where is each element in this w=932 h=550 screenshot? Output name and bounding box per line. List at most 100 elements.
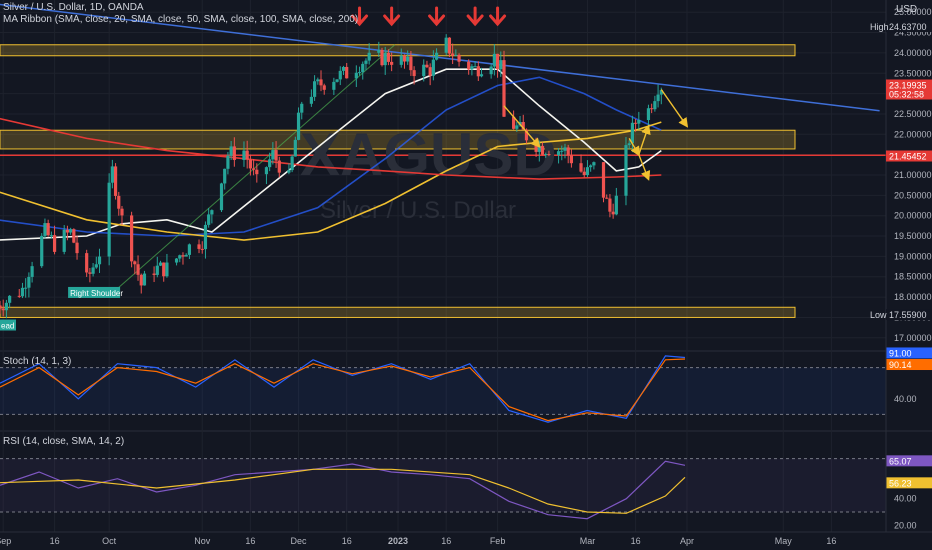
candle-up — [316, 79, 320, 82]
candle-down — [425, 64, 429, 68]
legend-stoch[interactable]: Stoch (14, 1, 3) — [3, 356, 77, 367]
candle-up — [155, 265, 159, 275]
time-tick-label: Oct — [102, 536, 117, 546]
low-label: Low — [870, 310, 887, 320]
price-tags: 24.63700 17.55900 21.45452 23.1993505:32:58… — [0, 20, 932, 331]
time-tick-label: Feb — [490, 536, 506, 546]
candle-down — [181, 255, 185, 257]
forecast-arrow — [638, 154, 651, 181]
candle-down — [412, 70, 416, 77]
candle-up — [203, 224, 208, 250]
candle-down — [502, 60, 506, 117]
forecast-arrow — [660, 89, 689, 128]
high-tag: 24.63700 — [889, 22, 927, 32]
legend-rsi[interactable]: RSI (14, close, SMA, 14, 2) — [3, 436, 130, 447]
candle-up — [470, 66, 474, 70]
rsi-tick-label: 20.00 — [894, 520, 917, 530]
candle-down — [650, 108, 654, 110]
candle-up — [69, 229, 73, 233]
last-price-tag-countdown: 05:32:58 — [889, 89, 924, 99]
high-label: High — [870, 22, 889, 32]
time-axis[interactable]: Sep 16 Oct Nov 16 Dec 16 2023 16 Feb Mar 16 Apr May 16 — [0, 531, 932, 546]
time-tick-label: 16 — [441, 536, 451, 546]
candle-up — [544, 154, 548, 156]
candle-down — [512, 116, 516, 129]
legend-symbol[interactable]: Silver / U.S. Dollar, 1D, OANDA — [3, 2, 150, 13]
candle-up — [492, 53, 496, 67]
head-label: ead — [1, 322, 14, 331]
right-shoulder-label: Right Shoulder — [70, 289, 123, 298]
stoch-pane[interactable]: 91.00 90.14 40.00 — [0, 347, 932, 423]
time-tick-label: 16 — [342, 536, 352, 546]
candles[interactable] — [0, 34, 663, 319]
candle-up — [560, 150, 564, 152]
candle-up — [309, 96, 313, 104]
down-arrow-marker — [466, 6, 484, 27]
candle-up — [377, 49, 381, 53]
low-tag-bg — [886, 309, 932, 321]
candle-up — [187, 244, 191, 255]
rsi-pane[interactable]: 65.07 56.23 40.00 20.00 — [0, 455, 932, 530]
rsi-line-1 — [0, 468, 686, 514]
candle-up — [515, 125, 519, 129]
candle-up — [624, 145, 628, 196]
price-tick-label: 19.50000 — [894, 231, 932, 241]
candle-down — [120, 208, 124, 216]
candle-up — [62, 229, 66, 252]
time-tick-label: 16 — [826, 536, 836, 546]
candle-up — [399, 55, 403, 65]
price-tick-label: 20.50000 — [894, 190, 932, 200]
candle-up — [614, 195, 618, 215]
candle-down — [85, 253, 89, 273]
candle-down — [113, 166, 118, 196]
ma-line-sma-50 — [0, 76, 662, 237]
stoch-value-tag: 91.00 — [889, 348, 912, 358]
candle-up — [335, 79, 339, 82]
rsi-label: RSI (14, close, SMA, 14, 2) — [3, 436, 125, 447]
candle-up — [422, 64, 426, 77]
price-zone — [0, 306, 796, 318]
candle-up — [142, 273, 147, 286]
head-badge — [0, 319, 16, 331]
time-tick-label: Apr — [680, 536, 694, 546]
price-tick-label: 24.50000 — [894, 28, 932, 38]
candle-up — [653, 101, 657, 110]
time-tick-label: Nov — [194, 536, 211, 546]
candle-up — [4, 302, 9, 311]
legend-ma-ribbon[interactable]: MA Ribbon (SMA, close, 20, SMA, close, 5… — [3, 14, 364, 25]
time-tick-label: 16 — [50, 536, 60, 546]
candle-up — [110, 166, 114, 183]
candle-up — [184, 254, 188, 257]
price-tick-label: 24.00000 — [894, 48, 932, 58]
candle-down — [608, 198, 612, 212]
candle-up — [637, 119, 641, 124]
candle-up — [94, 264, 98, 268]
candle-up — [43, 223, 47, 236]
candle-down — [88, 272, 92, 274]
candle-down — [152, 273, 156, 275]
candle-down — [495, 53, 500, 70]
down-arrow-marker — [428, 6, 446, 27]
candle-down — [277, 160, 281, 173]
candle-up — [312, 81, 317, 97]
candle-down — [1, 308, 5, 311]
candle-up — [444, 37, 448, 53]
candle-down — [197, 244, 201, 249]
candle-down — [467, 61, 471, 70]
forecast-arrow — [628, 138, 640, 157]
time-tick-label: Sep — [0, 536, 11, 546]
ma-line-sma-200 — [0, 117, 662, 180]
candle-up — [271, 150, 275, 160]
candle-up — [499, 60, 503, 70]
candle-down — [524, 129, 529, 141]
symbol-title: Silver / U.S. Dollar, 1D, OANDA — [3, 2, 144, 13]
rsi-band — [0, 458, 886, 512]
candle-up — [40, 235, 44, 267]
stoch-band — [0, 367, 886, 415]
candle-down — [447, 37, 452, 54]
candle-down — [72, 229, 76, 243]
candle-up — [585, 167, 590, 176]
price-tick-label: 23.50000 — [894, 68, 932, 78]
candle-down — [322, 85, 326, 90]
